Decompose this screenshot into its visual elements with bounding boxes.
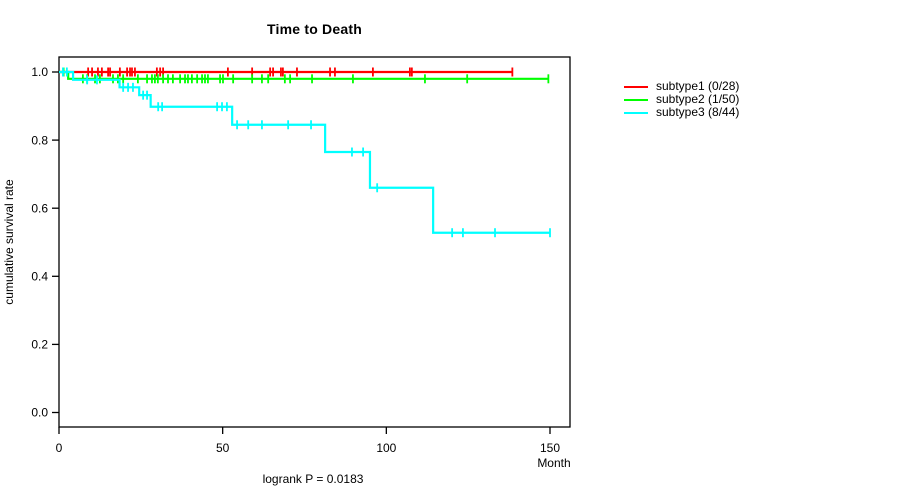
legend-label-subtype3: subtype3 (8/44): [656, 105, 740, 119]
logrank-annotation: logrank P = 0.0183: [262, 472, 364, 486]
y-tick-label: 0.0: [31, 406, 48, 420]
x-axis-label: Month: [537, 456, 571, 470]
legend-row-subtype1: subtype1 (0/28): [624, 80, 739, 93]
y-axis-label: cumulative survival rate: [2, 179, 16, 305]
plot-frame: [58, 56, 571, 428]
y-tick-label: 1.0: [31, 65, 48, 79]
y-tick-label: 0.2: [31, 338, 48, 352]
x-tick-label: 100: [376, 441, 396, 455]
legend: subtype1 (0/28) subtype2 (1/50) subtype3…: [624, 80, 739, 119]
legend-label-subtype1: subtype1 (0/28): [656, 79, 740, 93]
chart-title: Time to Death: [267, 21, 362, 37]
y-tick-label: 0.6: [31, 201, 48, 215]
x-tick-label: 0: [56, 441, 63, 455]
legend-swatch-subtype2: [624, 98, 648, 101]
x-tick-label: 50: [216, 441, 230, 455]
legend-row-subtype2: subtype2 (1/50): [624, 93, 739, 106]
legend-label-subtype2: subtype2 (1/50): [656, 92, 740, 106]
legend-swatch-subtype3: [624, 111, 648, 114]
y-tick-label: 0.8: [31, 133, 48, 147]
survival-curve-subtype3: [59, 70, 550, 234]
legend-swatch-subtype1: [624, 85, 648, 88]
y-tick-label: 0.4: [31, 270, 48, 284]
legend-row-subtype3: subtype3 (8/44): [624, 106, 739, 119]
x-tick-label: 150: [540, 441, 560, 455]
